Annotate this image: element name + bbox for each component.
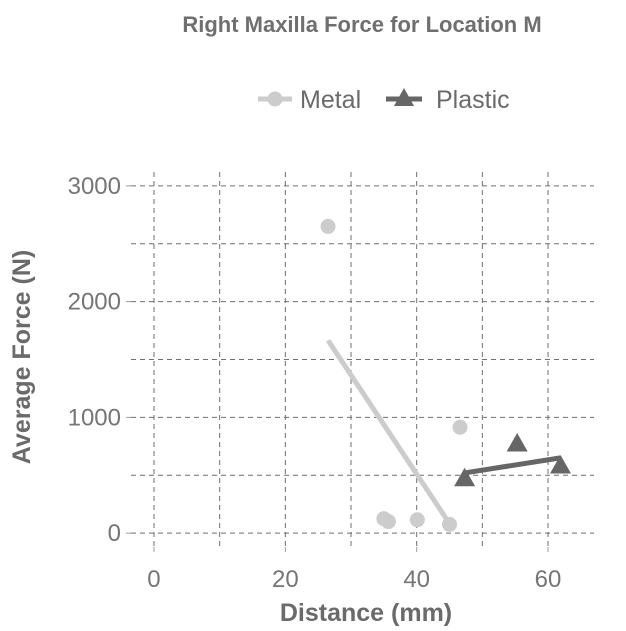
metal-point [409, 512, 425, 528]
legend-plastic-marker [394, 88, 414, 106]
x-tick-label: 0 [147, 566, 160, 593]
plastic-point [454, 467, 476, 487]
metal-point [380, 514, 396, 530]
x-tick-label: 60 [535, 566, 562, 593]
y-axis: 0 1000 2000 3000 [68, 173, 131, 547]
plastic-point [506, 432, 528, 452]
y-tick-label: 0 [108, 520, 121, 547]
metal-point [320, 218, 336, 234]
y-axis-title: Average Force (N) [8, 250, 36, 464]
legend-plastic-label: Plastic [436, 86, 510, 114]
data-points [320, 218, 572, 532]
plastic-point [550, 454, 572, 474]
chart-title: Right Maxilla Force for Location M [182, 12, 541, 37]
legend-metal-marker [267, 91, 283, 107]
plastic-trend-line [464, 455, 561, 476]
x-tick-label: 40 [403, 566, 430, 593]
metal-point [452, 419, 468, 435]
metal-point [442, 516, 458, 532]
x-axis-title: Distance (mm) [280, 599, 452, 627]
x-axis: 0 20 40 60 [147, 547, 561, 593]
legend-metal-label: Metal [300, 86, 361, 114]
y-tick-label: 2000 [68, 289, 121, 316]
legend: Metal Plastic [258, 86, 510, 114]
x-tick-label: 20 [272, 566, 299, 593]
trend-lines [325, 339, 561, 527]
metal-trend-line [325, 339, 453, 527]
grid [131, 172, 594, 547]
y-tick-label: 3000 [68, 173, 121, 200]
y-tick-label: 1000 [68, 404, 121, 431]
